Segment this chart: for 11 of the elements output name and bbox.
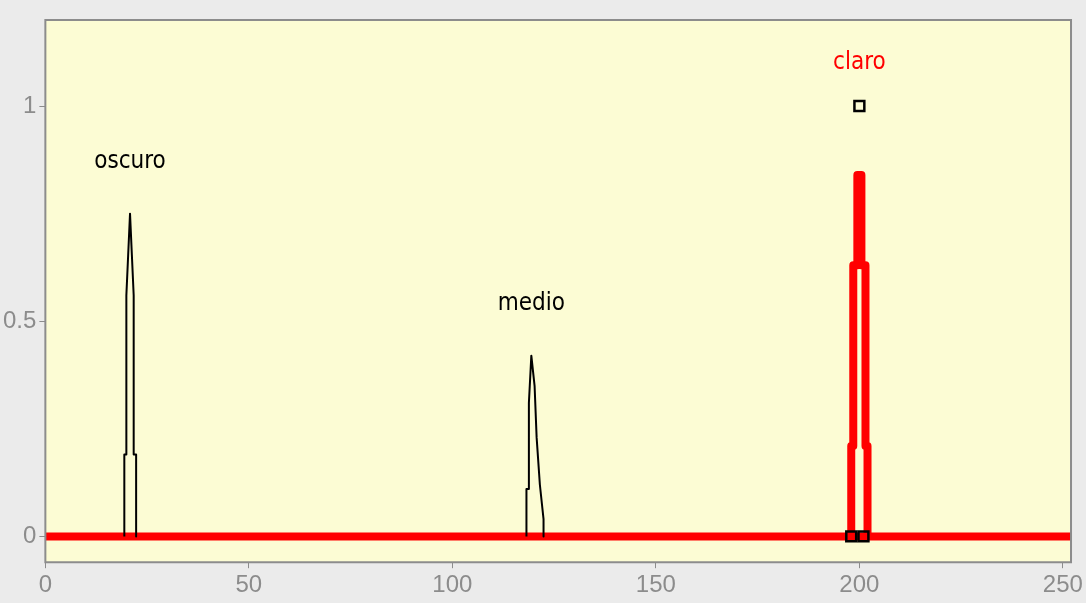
annotation: claro	[833, 47, 886, 76]
annotation: oscuro	[94, 145, 166, 174]
x-tick-label: 50	[235, 570, 263, 598]
y-tick-label: 0	[23, 521, 37, 549]
x-tick-label: 100	[432, 570, 473, 598]
y-tick-label: 0.5	[2, 305, 37, 333]
x-tick-label: 150	[635, 570, 676, 598]
x-tick-label: 200	[839, 570, 880, 598]
y-tick-label: 1	[23, 90, 37, 118]
annotation: medio	[497, 287, 565, 316]
x-tick-label: 250	[1042, 570, 1083, 598]
